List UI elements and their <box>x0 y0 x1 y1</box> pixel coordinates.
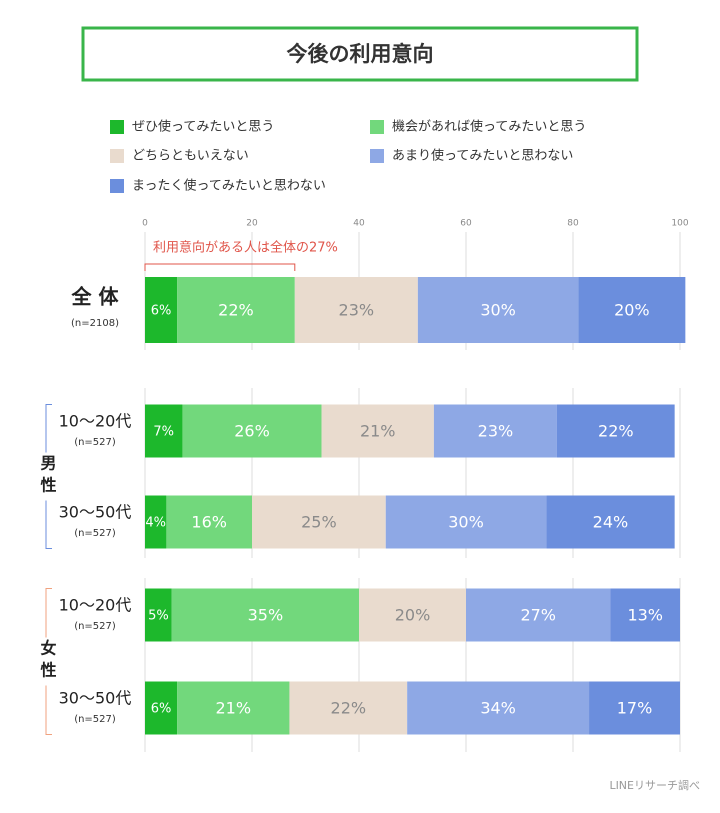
legend-label: まったく使ってみたいと思わない <box>132 178 326 194</box>
value-label: 7% <box>153 425 174 440</box>
bar-segment <box>289 681 408 735</box>
value-label: 23% <box>339 301 375 320</box>
value-label: 25% <box>301 513 337 532</box>
legend-swatch <box>110 179 124 193</box>
source: LINEリサーチ調べ <box>609 778 700 792</box>
legend-label: どちらともいえない <box>132 149 249 164</box>
bar-segment <box>466 588 611 642</box>
bar-segment <box>433 404 557 458</box>
annotation: 利用意向がある人は全体の27% <box>153 240 338 256</box>
bar-segment <box>417 277 579 343</box>
value-label: 22% <box>331 699 367 718</box>
bar-segment <box>294 277 418 343</box>
x-tick-label: 0 <box>142 219 148 229</box>
bar-segment <box>578 277 686 343</box>
x-tick-label: 60 <box>460 219 472 229</box>
value-label: 27% <box>520 606 556 625</box>
bar-segment <box>610 588 680 642</box>
bar-segment <box>589 681 680 735</box>
legend-label: あまり使ってみたいと思わない <box>392 148 573 164</box>
value-label: 21% <box>215 699 251 718</box>
bar-segment <box>145 681 178 735</box>
value-label: 5% <box>148 609 169 624</box>
category-label: 10〜20代 <box>59 596 132 615</box>
sample-size: (n=527) <box>74 437 116 448</box>
x-tick-label: 20 <box>246 219 258 229</box>
legend-swatch <box>370 120 384 134</box>
bar-segment <box>177 277 295 343</box>
bar-segment <box>252 495 386 549</box>
chart-title: 今後の利用意向 <box>287 42 434 66</box>
bar-segment <box>359 588 466 642</box>
value-label: 30% <box>480 301 516 320</box>
bar-segment <box>166 495 252 549</box>
sample-size: (n=527) <box>74 714 116 725</box>
group-label: 女性 <box>38 639 57 684</box>
legend-swatch <box>370 149 384 163</box>
bar-segment <box>556 404 675 458</box>
value-label: 23% <box>478 422 514 441</box>
bar-segment <box>407 681 590 735</box>
group-bracket <box>45 588 52 735</box>
sample-size: (n=527) <box>74 528 116 539</box>
bar-segment <box>171 588 359 642</box>
legend-label: 機会があれば使ってみたいと思う <box>392 119 586 135</box>
annotation-bracket <box>144 263 296 271</box>
bar-segment <box>145 277 178 343</box>
bar-segment <box>145 495 167 549</box>
value-label: 13% <box>627 606 663 625</box>
category-label: 10〜20代 <box>59 412 132 431</box>
value-label: 17% <box>617 699 653 718</box>
legend-swatch <box>110 120 124 134</box>
bar-segment <box>145 588 172 642</box>
legend-label: ぜひ使ってみたいと思う <box>132 119 274 135</box>
value-label: 6% <box>151 702 172 717</box>
x-tick-label: 100 <box>671 219 688 229</box>
sample-size: (n=2108) <box>71 318 119 329</box>
value-label: 22% <box>218 301 254 320</box>
bar-segment <box>321 404 434 458</box>
value-label: 4% <box>145 516 166 531</box>
bar-segment <box>546 495 675 549</box>
title-box <box>81 26 639 82</box>
bar-segment <box>145 404 183 458</box>
value-label: 34% <box>480 699 516 718</box>
value-label: 6% <box>151 304 172 319</box>
value-label: 30% <box>448 513 484 532</box>
category-label: 30〜50代 <box>59 503 132 522</box>
value-label: 22% <box>598 422 634 441</box>
value-label: 20% <box>395 606 431 625</box>
legend-swatch <box>110 149 124 163</box>
category-label: 全 体 <box>71 285 120 309</box>
value-label: 21% <box>360 422 396 441</box>
x-tick-label: 40 <box>353 219 365 229</box>
group-bracket <box>45 404 52 549</box>
value-label: 16% <box>191 513 227 532</box>
bar-segment <box>182 404 322 458</box>
value-label: 26% <box>234 422 270 441</box>
bar-segment <box>385 495 547 549</box>
group-label: 男性 <box>38 455 57 499</box>
x-tick-label: 80 <box>567 219 579 229</box>
bar-segment <box>177 681 290 735</box>
value-label: 35% <box>248 606 284 625</box>
value-label: 20% <box>614 301 650 320</box>
category-label: 30〜50代 <box>59 689 132 708</box>
value-label: 24% <box>593 513 629 532</box>
sample-size: (n=527) <box>74 621 116 632</box>
